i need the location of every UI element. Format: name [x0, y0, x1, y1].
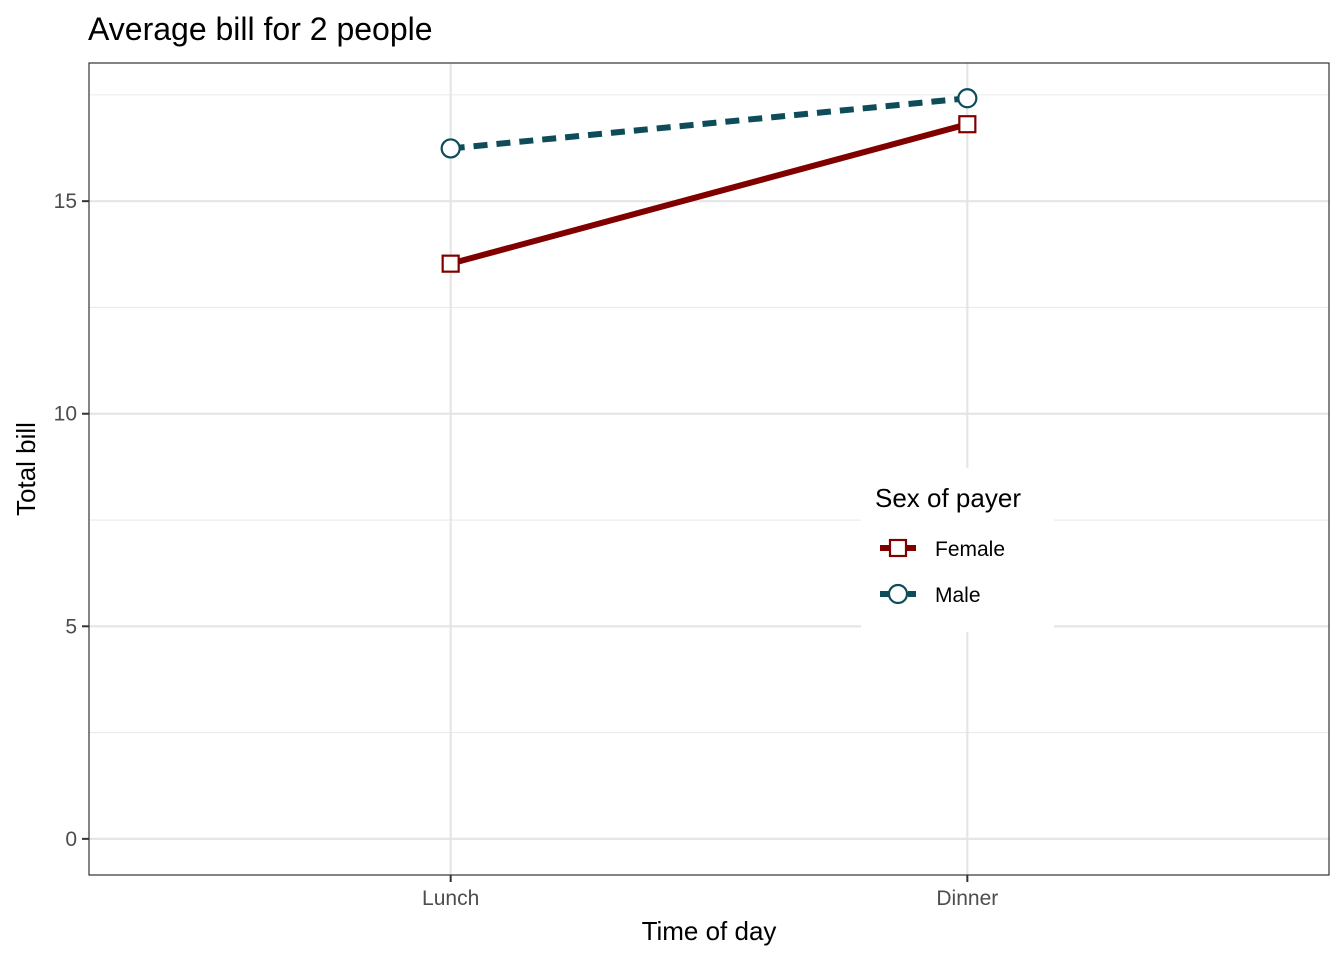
- legend-key-marker-male: [887, 583, 909, 605]
- plot-border: [88, 62, 1330, 876]
- x-tick-label: Dinner: [936, 887, 998, 910]
- x-axis-title: Time of day: [642, 916, 777, 946]
- plot-panel: [89, 63, 1329, 875]
- male-series-line: [450, 95, 968, 152]
- legend-label-male: Male: [935, 584, 981, 607]
- legend: Sex of payer Female Male: [861, 468, 1054, 632]
- x-axis: Lunch Dinner: [422, 875, 998, 910]
- male-series-point: [440, 138, 461, 159]
- legend-title: Sex of payer: [875, 483, 1021, 513]
- y-tick-label: 15: [54, 190, 77, 213]
- y-tick-label: 5: [65, 615, 77, 638]
- y-axis: 0 5 10 15: [54, 190, 89, 851]
- legend-label-female: Female: [935, 538, 1005, 561]
- y-axis-title: Total bill: [11, 422, 41, 516]
- chart-title: Average bill for 2 people: [88, 11, 433, 47]
- x-tick-label: Lunch: [422, 887, 479, 910]
- series-layer: [440, 88, 978, 273]
- legend-keys: Female Male: [880, 538, 1005, 607]
- y-tick-label: 0: [65, 828, 77, 851]
- y-tick-label: 10: [54, 403, 77, 426]
- female-series-line: [449, 121, 969, 267]
- female-series-point: [958, 115, 977, 134]
- male-series-point: [957, 88, 978, 109]
- minor-gridlines: [89, 94, 1329, 734]
- female-series-point: [441, 254, 460, 273]
- legend-key-marker-female: [888, 538, 908, 558]
